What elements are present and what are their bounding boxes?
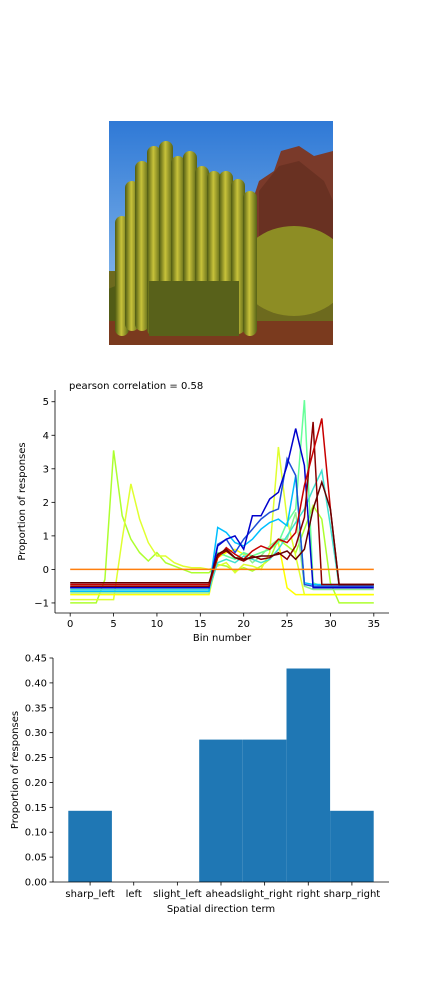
- x-tick-label: 5: [110, 619, 116, 630]
- y-tick-label: 0.40: [25, 678, 47, 689]
- y-tick-label: 0.10: [25, 828, 47, 839]
- y-tick-label: 4: [43, 431, 49, 442]
- y-tick-label: 0.30: [25, 728, 47, 739]
- y-tick-label: 1: [43, 531, 49, 542]
- y-tick-label: 0.45: [25, 654, 47, 665]
- x-tick-label: sharp_left: [65, 889, 114, 900]
- y-tick-label: 0.25: [25, 753, 47, 764]
- series-line-2: [70, 541, 374, 596]
- bar-right: [286, 668, 331, 882]
- x-tick-label: 15: [194, 619, 207, 630]
- x-axis-label: Spatial direction term: [167, 904, 275, 915]
- y-axis-label: Proportion of responses: [10, 711, 21, 829]
- x-axis-label: Bin number: [193, 633, 252, 644]
- bar-sharp_right: [330, 810, 374, 882]
- x-tick-label: 0: [67, 619, 73, 630]
- x-tick-label: ahead: [205, 889, 236, 900]
- x-tick-label: 30: [324, 619, 337, 630]
- y-axis-label: Proportion of responses: [17, 442, 28, 560]
- x-tick-label: 20: [237, 619, 250, 630]
- y-tick-label: 0.00: [25, 878, 47, 889]
- x-tick-label: slight_left: [153, 889, 202, 900]
- y-tick-label: 0: [43, 565, 49, 576]
- x-tick-label: 35: [367, 619, 380, 630]
- x-tick-label: 25: [281, 619, 294, 630]
- y-tick-label: 5: [43, 397, 49, 408]
- series-line-11: [70, 479, 374, 586]
- chart-title: pearson correlation = 0.58: [69, 381, 203, 392]
- x-tick-label: slight_right: [237, 889, 293, 900]
- x-tick-label: 10: [151, 619, 164, 630]
- bar-sharp_left: [68, 810, 112, 882]
- y-tick-label: −1: [34, 598, 49, 609]
- bar-ahead: [199, 739, 243, 882]
- y-tick-label: 0.05: [25, 853, 47, 864]
- y-tick-label: 0.20: [25, 778, 47, 789]
- y-tick-label: 2: [43, 498, 49, 509]
- cactus-photo: [109, 121, 333, 345]
- y-tick-label: 3: [43, 464, 49, 475]
- bar-chart: sharp_left left slight_left ahead slight_rig…: [10, 654, 389, 915]
- series-line-8: [70, 428, 374, 589]
- y-tick-label: 0.15: [25, 803, 47, 814]
- line-chart: 0 5 10 15 20 25 30 35 −1 0 1 2 3 4 5 pearson correlatio…: [17, 381, 389, 644]
- x-tick-label: sharp_right: [324, 889, 381, 900]
- series-line-0: [70, 450, 374, 604]
- x-tick-label: left: [126, 889, 142, 900]
- series-line-5: [70, 467, 374, 591]
- y-tick-label: 0.35: [25, 703, 47, 714]
- bar-slight_right: [242, 739, 287, 882]
- x-tick-label: right: [297, 889, 321, 900]
